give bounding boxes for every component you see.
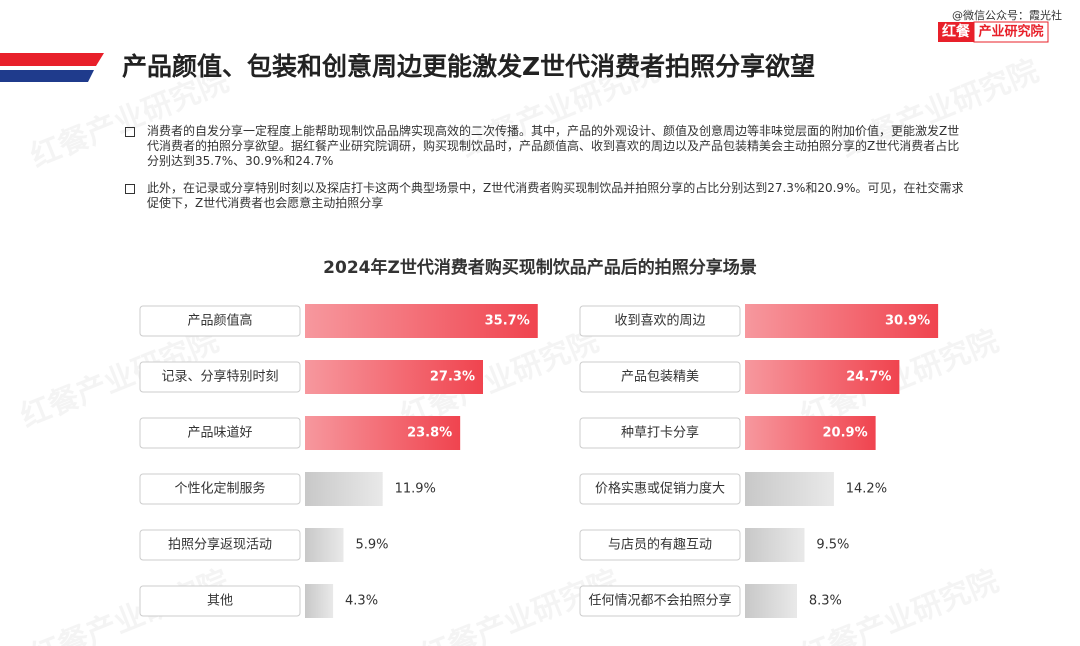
bullet-text: 此外，在记录或分享特别时刻以及探店打卡这两个典型场景中，Z世代消费者购买现制饮品…	[147, 181, 964, 210]
bar-shade	[745, 360, 900, 394]
slide-title: 产品颜值、包装和创意周边更能激发Z世代消费者拍照分享欲望	[122, 52, 815, 81]
category-box	[139, 417, 301, 449]
category-box	[579, 585, 741, 617]
category-label: 产品颜值高	[187, 313, 252, 329]
source: @微信公众号：霞光社	[952, 8, 1062, 22]
category-label: 个性化定制服务	[174, 481, 265, 497]
bullet-box	[125, 184, 135, 194]
category-box	[139, 361, 301, 393]
value-label: 11.9%	[395, 482, 436, 497]
category-label: 任何情况都不会拍照分享	[588, 593, 731, 609]
category-label: 与店员的有趣互动	[608, 537, 712, 553]
bullet-box	[125, 127, 135, 137]
category-label: 记录、分享特别时刻	[161, 369, 278, 385]
value-label: 20.9%	[823, 426, 868, 441]
category-box	[579, 361, 741, 393]
bar-shade	[745, 584, 797, 618]
value-label: 23.8%	[407, 426, 452, 441]
bar-shade	[305, 584, 334, 618]
bar-shade	[305, 528, 344, 562]
value-label: 9.5%	[816, 538, 849, 553]
bar-shade	[745, 416, 876, 450]
category-label: 种草打卡分享	[621, 425, 699, 441]
value-label: 27.3%	[430, 370, 475, 385]
bar-shade	[305, 360, 483, 394]
category-box	[139, 473, 301, 505]
value-label: 5.9%	[355, 538, 388, 553]
bar-shade	[745, 472, 834, 506]
header-stripe	[0, 53, 104, 66]
value-label: 35.7%	[485, 314, 530, 329]
category-box	[579, 473, 741, 505]
category-label: 收到喜欢的周边	[614, 313, 705, 329]
category-label: 产品包装精美	[621, 370, 699, 385]
bar-shade	[305, 416, 461, 450]
bullet-text: 消费者的自发分享一定程度上能帮助现制饮品品牌实现高效的二次传播。其中，产品的外观…	[147, 124, 960, 168]
bar-shade	[305, 472, 383, 506]
logo-frame	[973, 21, 1049, 43]
bar-shade	[745, 528, 805, 562]
category-label: 产品味道好	[187, 426, 252, 441]
category-box	[139, 529, 301, 561]
bar-shade	[305, 304, 538, 338]
category-box	[579, 417, 741, 449]
value-label: 4.3%	[345, 594, 378, 609]
category-label: 拍照分享返现活动	[168, 537, 272, 553]
category-box	[139, 305, 301, 337]
bar-shade	[745, 304, 939, 338]
logo-bg	[938, 22, 974, 42]
value-label: 14.2%	[846, 482, 887, 497]
logo: 产业研究院	[978, 24, 1043, 40]
category-label: 其他	[207, 594, 233, 609]
value-label: 24.7%	[846, 370, 891, 385]
value-label: 8.3%	[809, 594, 842, 609]
category-box	[579, 529, 741, 561]
header-stripe	[0, 70, 94, 82]
category-box	[579, 305, 741, 337]
logo: 红餐	[942, 23, 971, 40]
category-box	[139, 585, 301, 617]
chart-title: 2024年Z世代消费者购买现制饮品产品后的拍照分享场景	[323, 257, 757, 278]
value-label: 30.9%	[885, 314, 930, 329]
category-label: 价格实惠或促销力度大	[595, 481, 725, 497]
